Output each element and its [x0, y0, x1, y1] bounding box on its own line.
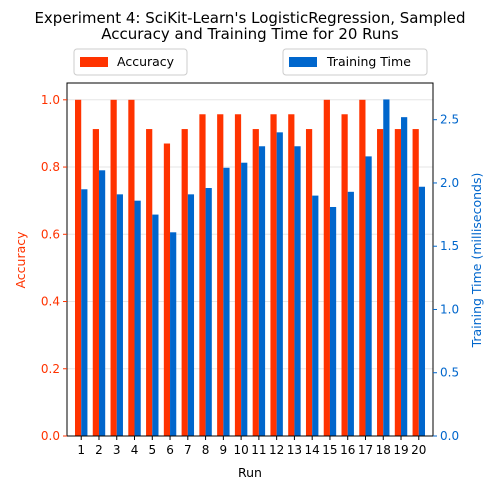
x-tick-label: 1: [77, 443, 85, 457]
training-time-bar: [205, 188, 212, 436]
accuracy-bar: [270, 114, 277, 436]
accuracy-bar: [146, 129, 153, 436]
accuracy-bar: [359, 99, 366, 437]
chart-title-line1: Experiment 4: SciKit-Learn's LogisticReg…: [34, 9, 465, 27]
legend-training-time: Training Time: [282, 48, 428, 76]
chart-title-line2: Accuracy and Training Time for 20 Runs: [101, 25, 399, 43]
legend-accuracy-box: [73, 48, 188, 76]
x-tick-label: 15: [322, 443, 337, 457]
training-time-bar: [258, 146, 266, 436]
accuracy-bar: [199, 114, 206, 436]
left-y-tick-label: 0.2: [41, 362, 60, 376]
training-time-bar: [152, 214, 159, 436]
x-tick-label: 2: [95, 443, 103, 457]
training-time-bar: [401, 117, 408, 437]
right-y-tick-label: 2.5: [440, 113, 459, 127]
right-y-tick-label: 1.0: [440, 302, 459, 316]
plot-frame: [66, 82, 434, 437]
accuracy-bar: [305, 129, 313, 436]
x-tick-label: 7: [184, 443, 192, 457]
accuracy-bar: [110, 99, 117, 437]
legend-training-time-label: Training Time: [326, 54, 411, 69]
bars: [74, 99, 426, 437]
accuracy-bar: [394, 129, 402, 436]
training-time-bar: [116, 194, 123, 436]
accuracy-bar: [92, 129, 99, 436]
legend-training-time-swatch: [289, 57, 317, 67]
accuracy-bar: [252, 129, 259, 436]
left-y-tick-label: 0.4: [41, 295, 60, 309]
accuracy-bar: [377, 129, 384, 436]
x-tick-label: 14: [305, 443, 320, 457]
x-tick-label: 6: [166, 443, 174, 457]
x-tick-label: 10: [233, 443, 248, 457]
left-y-tick-label: 0.6: [41, 227, 60, 241]
training-time-bar: [347, 191, 354, 436]
x-tick-label: 16: [340, 443, 355, 457]
training-time-bar: [134, 200, 141, 436]
training-time-bar: [365, 156, 372, 436]
accuracy-bar: [217, 114, 224, 436]
training-time-bar: [276, 132, 283, 436]
x-tick-label: 9: [220, 443, 228, 457]
x-axis: 1 2 3 4 5 6 7 8 9 10 11 12 13 14 15 16 17 18 19 20: [77, 436, 426, 457]
legend-training-time-box: [282, 48, 428, 76]
training-time-bar: [329, 206, 337, 436]
accuracy-bar: [323, 99, 330, 437]
x-axis-label: Run: [238, 465, 262, 480]
training-time-bar: [187, 194, 195, 436]
left-y-axis-label: Accuracy: [13, 231, 28, 289]
accuracy-bar: [128, 99, 135, 437]
training-time-bar: [383, 99, 390, 436]
x-tick-label: 13: [287, 443, 302, 457]
legend-accuracy-swatch: [80, 57, 108, 67]
training-time-bar: [241, 162, 248, 437]
training-time-bar: [223, 167, 230, 436]
training-time-bar: [170, 232, 177, 436]
training-time-bar: [98, 170, 106, 436]
right-y-tick-label: 0.5: [440, 366, 459, 380]
accuracy-bar: [412, 129, 419, 436]
right-y-axis: 0.0 0.5 1.0 1.5 2.0 2.5: [433, 113, 459, 443]
right-y-tick-label: 1.5: [440, 239, 459, 253]
accuracy-bar: [181, 129, 188, 436]
x-tick-label: 20: [411, 443, 426, 457]
x-tick-label: 3: [113, 443, 121, 457]
right-y-axis-label: Training Time (milliseconds): [469, 173, 484, 349]
training-time-bar: [81, 189, 88, 436]
right-y-tick-label: 0.0: [440, 429, 459, 443]
training-time-bar: [294, 146, 301, 436]
x-tick-label: 8: [202, 443, 210, 457]
left-y-tick-label: 1.0: [41, 93, 60, 107]
x-tick-label: 12: [269, 443, 284, 457]
legend-accuracy-label: Accuracy: [117, 54, 175, 69]
x-tick-label: 11: [251, 443, 266, 457]
accuracy-bar: [341, 114, 348, 436]
right-y-tick-label: 2.0: [440, 176, 459, 190]
x-tick-label: 5: [148, 443, 156, 457]
left-y-tick-label: 0.0: [41, 429, 60, 443]
left-y-axis: 0.0 0.2 0.4 0.6 0.8 1.0: [41, 93, 67, 443]
training-time-bar: [418, 186, 426, 436]
left-y-tick-label: 0.8: [41, 160, 60, 174]
x-tick-label: 4: [131, 443, 139, 457]
accuracy-bar: [234, 114, 242, 436]
x-tick-label: 17: [358, 443, 373, 457]
accuracy-bar: [288, 114, 295, 436]
accuracy-bar: [74, 99, 82, 437]
legend-accuracy: Accuracy: [73, 48, 188, 76]
accuracy-bar: [163, 143, 171, 436]
training-time-bar: [312, 195, 319, 436]
x-tick-label: 19: [393, 443, 408, 457]
x-tick-label: 18: [376, 443, 391, 457]
